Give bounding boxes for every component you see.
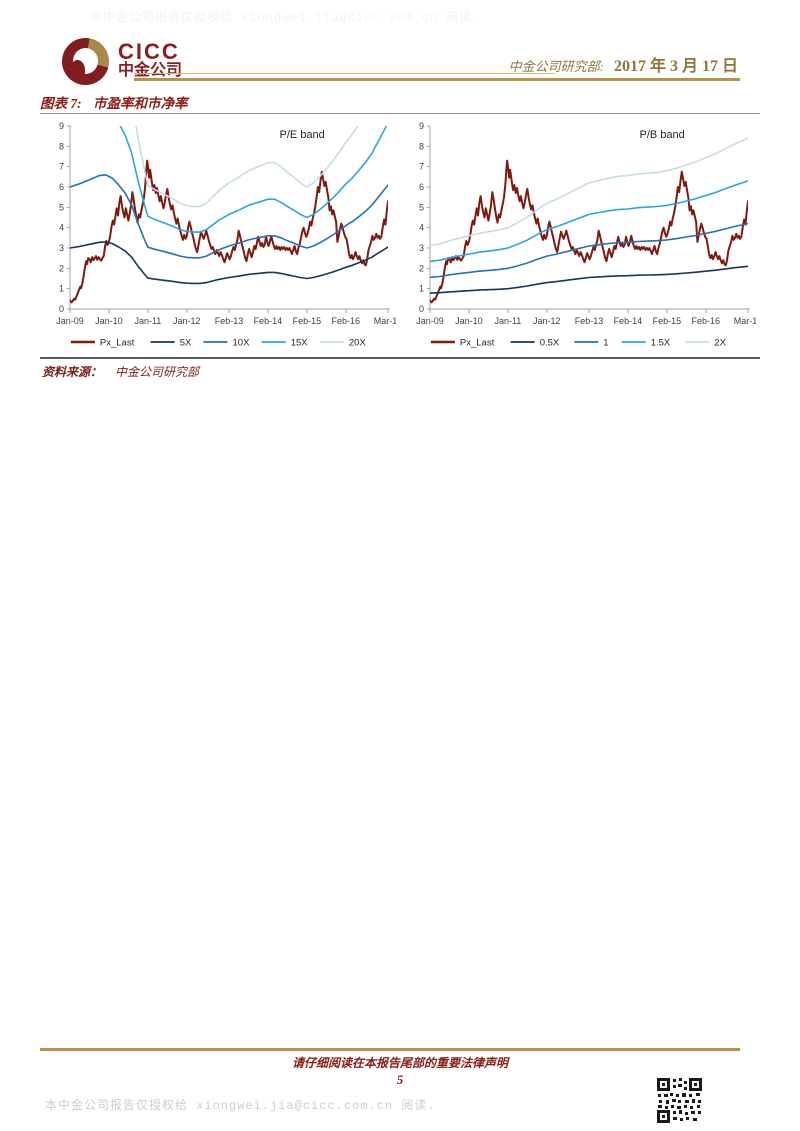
- legend-item-pxlast: Px_Last: [430, 338, 495, 349]
- qr-code: [656, 1077, 703, 1124]
- y-tick-label: 1: [59, 284, 64, 294]
- y-tick-label: 9: [59, 121, 64, 131]
- footer-disclaimer: 请仔细阅读在本报告尾部的重要法律声明: [291, 1056, 508, 1070]
- source-row: 资料来源： 中金公司研究部: [42, 363, 199, 380]
- y-tick-label: 9: [419, 121, 424, 131]
- footer-rule: [40, 1048, 740, 1051]
- y-tick-label: 1: [419, 284, 424, 294]
- research-dept-label: 中金公司研究部:: [508, 59, 604, 74]
- legend-item-5x: 5X: [150, 338, 192, 349]
- legend-label: 5X: [180, 338, 192, 349]
- y-tick-label: 2: [59, 263, 64, 273]
- logo-text: CICC 中金公司: [118, 39, 183, 80]
- series-line-10x: [70, 173, 388, 259]
- series-line-pxlast: [430, 159, 748, 304]
- pe-band-svg: 0 1 2 3 4 5 6 7 8 9 Jan-09 Jan-10 Jan-11 Jan-12 Feb-13…: [56, 121, 396, 349]
- legend-item-1: 1: [574, 338, 609, 349]
- x-tick-label: Feb-14: [254, 316, 283, 326]
- source-label: 资料来源：: [42, 365, 103, 379]
- x-tick-label: Feb-16: [332, 316, 361, 326]
- series-line-1: [430, 222, 748, 279]
- figure-top-rule: [40, 113, 760, 114]
- top-watermark: 本中金公司报告仅授权给 xiongwei.jia@cicc.com.cn 阅读.: [90, 11, 481, 25]
- figure-title-prefix: 图表 7:: [40, 96, 82, 111]
- legend-label: 2X: [714, 338, 726, 349]
- x-tick-label: Feb-13: [215, 316, 244, 326]
- report-date: 2017 年 3 月 17 日: [613, 58, 738, 75]
- y-tick-label: 4: [419, 223, 424, 233]
- x-tick-label: Mar-17: [734, 316, 756, 326]
- y-tick-label: 0: [419, 304, 424, 314]
- charts-row: 0 1 2 3 4 5 6 7 8 9 Jan-09 Jan-10 Jan-11 Jan-12 Feb-13…: [40, 116, 760, 356]
- legend-item-15x: 1.5X: [621, 338, 671, 349]
- chart-title: P/B band: [640, 129, 685, 141]
- legend-label: Px_Last: [460, 338, 495, 349]
- y-tick-label: 5: [59, 202, 64, 212]
- legend-label: 20X: [349, 338, 367, 349]
- legend-item-pxlast: Px_Last: [70, 338, 135, 349]
- legend-label: 10X: [233, 338, 251, 349]
- y-tick-label: 6: [59, 182, 64, 192]
- x-tick-label: Jan-12: [173, 316, 201, 326]
- series-line-5x: [70, 241, 388, 285]
- legend-item-05x: 0.5X: [510, 338, 560, 349]
- x-tick-label: Mar-17: [374, 316, 396, 326]
- legend-item-10x: 10X: [203, 338, 251, 349]
- y-tick-label: 8: [419, 141, 424, 151]
- logo-text-cn: 中金公司: [118, 62, 183, 80]
- x-tick-label: Jan-09: [56, 316, 84, 326]
- legend-item-15x: 15X: [261, 338, 309, 349]
- y-tick-label: 7: [59, 162, 64, 172]
- header-rule-thin: [134, 73, 554, 74]
- x-tick-label: Jan-09: [416, 316, 444, 326]
- series-line-05x: [430, 265, 748, 294]
- y-tick-label: 2: [419, 263, 424, 273]
- series-line-15x: [430, 180, 748, 263]
- header-rule-thick: [134, 78, 740, 81]
- chart-title: P/E band: [280, 129, 325, 141]
- page-number: 5: [396, 1072, 404, 1087]
- x-tick-label: Jan-12: [533, 316, 561, 326]
- series-line-pxlast: [70, 159, 388, 304]
- y-tick-label: 8: [59, 141, 64, 151]
- y-tick-label: 3: [419, 243, 424, 253]
- x-tick-label: Jan-11: [134, 316, 161, 326]
- legend-label: 15X: [291, 338, 309, 349]
- logo-text-en: CICC: [118, 39, 180, 64]
- y-tick-label: 3: [59, 243, 64, 253]
- series-line-15x: [70, 126, 388, 233]
- pb-band-svg: 0 1 2 3 4 5 6 7 8 9 Jan-09 Jan-10 Jan-11 Jan-12 Feb-13…: [416, 121, 756, 349]
- pe-band-chart: 0 1 2 3 4 5 6 7 8 9 Jan-09 Jan-10 Jan-11 Jan-12 Feb-13…: [40, 116, 396, 356]
- x-tick-label: Jan-10: [455, 316, 483, 326]
- x-tick-label: Feb-15: [653, 316, 682, 326]
- y-tick-label: 6: [419, 182, 424, 192]
- legend-label: 1: [603, 338, 608, 349]
- legend-label: Px_Last: [100, 338, 135, 349]
- legend-item-20x: 20X: [319, 338, 367, 349]
- y-tick-label: 5: [419, 202, 424, 212]
- series-line-20x: [135, 126, 359, 208]
- legend-item-2x: 2X: [685, 338, 727, 349]
- x-tick-label: Feb-15: [293, 316, 322, 326]
- figure-title-text: 市盈率和市净率: [93, 96, 188, 111]
- legend-label: 1.5X: [651, 338, 671, 349]
- y-tick-label: 7: [419, 162, 424, 172]
- pb-band-chart: 0 1 2 3 4 5 6 7 8 9 Jan-09 Jan-10 Jan-11 Jan-12 Feb-13…: [400, 116, 756, 356]
- header-right: 中金公司研究部: 2017 年 3 月 17 日: [509, 52, 738, 76]
- y-tick-label: 0: [59, 304, 64, 314]
- y-tick-label: 4: [59, 223, 64, 233]
- figure-title: 图表 7: 市盈率和市净率: [40, 92, 188, 112]
- footer-watermark: 本中金公司报告仅授权给 xiongwei.jia@cicc.com.cn 阅读.: [45, 1099, 436, 1113]
- x-tick-label: Jan-11: [494, 316, 521, 326]
- cicc-logo-icon: [62, 38, 109, 85]
- legend-label: 0.5X: [540, 338, 560, 349]
- x-tick-label: Feb-13: [575, 316, 604, 326]
- x-tick-label: Jan-10: [95, 316, 123, 326]
- source-value: 中金公司研究部: [115, 365, 200, 379]
- series-line-2x: [430, 137, 748, 247]
- figure-bottom-rule: [40, 357, 760, 359]
- x-tick-label: Feb-14: [614, 316, 643, 326]
- x-tick-label: Feb-16: [692, 316, 721, 326]
